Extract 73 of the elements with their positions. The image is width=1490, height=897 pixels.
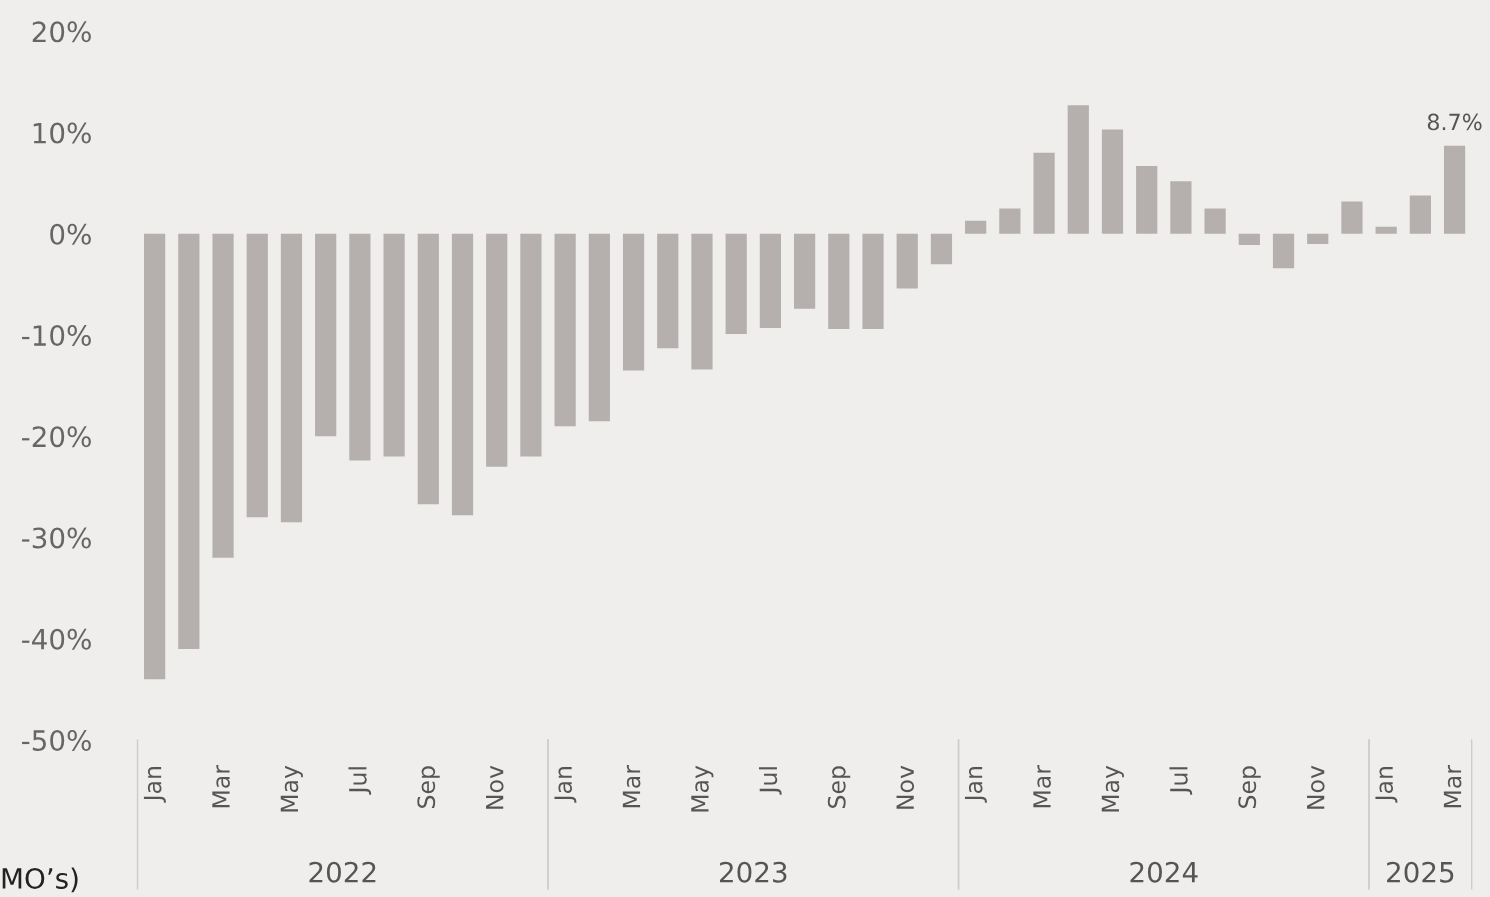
bar — [1033, 152, 1055, 234]
bar — [588, 233, 610, 422]
text: 2025 — [1387, 861, 1454, 883]
x-tick-label: Jan — [554, 767, 577, 803]
bar — [999, 208, 1021, 234]
bar — [144, 233, 166, 680]
x-tick-label: Jan — [1375, 767, 1398, 803]
bar — [965, 220, 987, 234]
y-tick-label: -40% — [22, 628, 91, 650]
bar — [657, 233, 679, 349]
bar — [1170, 181, 1192, 234]
bar — [212, 233, 234, 558]
x-tick-label: Jan — [964, 767, 987, 803]
text: 2024 — [1130, 861, 1198, 883]
x-tick-label: Mar — [212, 765, 230, 808]
y-tick-label: -20% — [22, 426, 91, 448]
x-tick-label: Jan — [143, 767, 166, 803]
bar — [1409, 195, 1431, 234]
x-tick-label: May — [1101, 765, 1124, 812]
bar — [1101, 129, 1124, 234]
y-tick-label: -50% — [22, 729, 91, 751]
bar — [1136, 166, 1158, 234]
bar — [349, 233, 371, 461]
x-tick-label: Mar — [1033, 765, 1051, 808]
bar — [622, 233, 645, 371]
bar — [246, 233, 268, 518]
y-tick-label: -30% — [22, 527, 91, 549]
x-tick-label: Jul — [758, 767, 782, 795]
x-tick-label: Nov — [486, 765, 504, 809]
bar — [896, 233, 918, 289]
text: 2023 — [719, 861, 787, 883]
bar — [417, 233, 439, 505]
x-tick-label: May — [280, 765, 303, 812]
bar — [862, 233, 884, 330]
bar — [1272, 233, 1295, 269]
x-tick-label: Nov — [1307, 765, 1325, 809]
x-tick-label: Sep — [827, 766, 851, 808]
bar — [930, 233, 953, 265]
x-tick-label: Jul — [1169, 767, 1193, 795]
bar — [520, 233, 542, 457]
x-tick-label: Sep — [417, 766, 440, 808]
x-tick-label: Nov — [896, 765, 915, 809]
bar — [1375, 226, 1397, 234]
bar — [1341, 201, 1363, 234]
bar — [725, 233, 747, 335]
bar — [554, 233, 576, 427]
bar — [794, 233, 816, 309]
bar — [1443, 145, 1466, 234]
bar — [828, 233, 850, 330]
text: 2022 — [309, 861, 376, 883]
x-tick-label: Mar — [622, 765, 641, 808]
bar — [1067, 105, 1089, 234]
x-tick-label: Jul — [348, 767, 372, 795]
bar — [1307, 233, 1329, 244]
text: MO’s) — [2, 867, 78, 893]
bar — [383, 233, 405, 457]
y-tick-label: -10% — [22, 325, 91, 347]
y-tick-label: 20% — [32, 21, 91, 43]
x-tick-label: Mar — [1443, 765, 1462, 808]
bar — [759, 233, 781, 329]
bar — [280, 233, 303, 523]
data-label: 8.7% — [1427, 113, 1482, 131]
y-tick-label: 0% — [50, 223, 91, 245]
bar — [315, 233, 337, 437]
bar — [451, 233, 474, 516]
x-tick-label: Sep — [1238, 766, 1261, 808]
bar — [691, 233, 713, 370]
bar — [1204, 208, 1226, 234]
bar — [1238, 233, 1260, 245]
y-tick-label: 10% — [33, 122, 91, 144]
bar — [486, 233, 508, 467]
x-tick-label: May — [691, 765, 714, 812]
bar — [178, 233, 200, 649]
